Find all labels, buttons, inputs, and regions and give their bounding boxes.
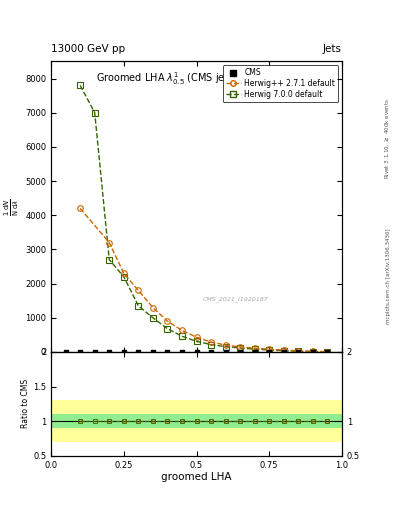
Point [310,348,316,356]
Point [92,348,98,356]
Text: mcplots.cern.ch [arXiv:1306.3436]: mcplots.cern.ch [arXiv:1306.3436] [386,229,391,324]
Point [62,348,69,356]
Text: 13000 GeV pp: 13000 GeV pp [51,44,125,54]
Point [164,348,171,356]
Point [208,348,214,356]
Point [121,348,127,356]
Y-axis label: $\frac{1}{\mathrm{N}}\frac{\mathrm{d}N}{\mathrm{d}\lambda}$: $\frac{1}{\mathrm{N}}\frac{\mathrm{d}N}{… [3,198,21,216]
Point [281,348,287,356]
Point [135,348,141,356]
Point [193,348,200,356]
Point [222,348,229,356]
Point [150,348,156,356]
Text: Jets: Jets [323,44,342,54]
Point [237,348,243,356]
Point [266,348,272,356]
Point [77,348,83,356]
Point [324,348,331,356]
Point [295,348,301,356]
Text: Groomed LHA $\lambda^{1}_{0.5}$ (CMS jet substructure): Groomed LHA $\lambda^{1}_{0.5}$ (CMS jet… [96,70,297,87]
Text: Rivet 3.1.10, $\geq$ 400k events: Rivet 3.1.10, $\geq$ 400k events [384,98,391,179]
Legend: CMS, Herwig++ 2.7.1 default, Herwig 7.0.0 default: CMS, Herwig++ 2.7.1 default, Herwig 7.0.… [223,65,338,102]
Y-axis label: Ratio to CMS: Ratio to CMS [21,379,30,429]
Point [252,348,258,356]
Point [179,348,185,356]
Point [106,348,112,356]
Text: CMS_2021_I1920187: CMS_2021_I1920187 [202,297,268,303]
X-axis label: groomed LHA: groomed LHA [161,472,232,482]
